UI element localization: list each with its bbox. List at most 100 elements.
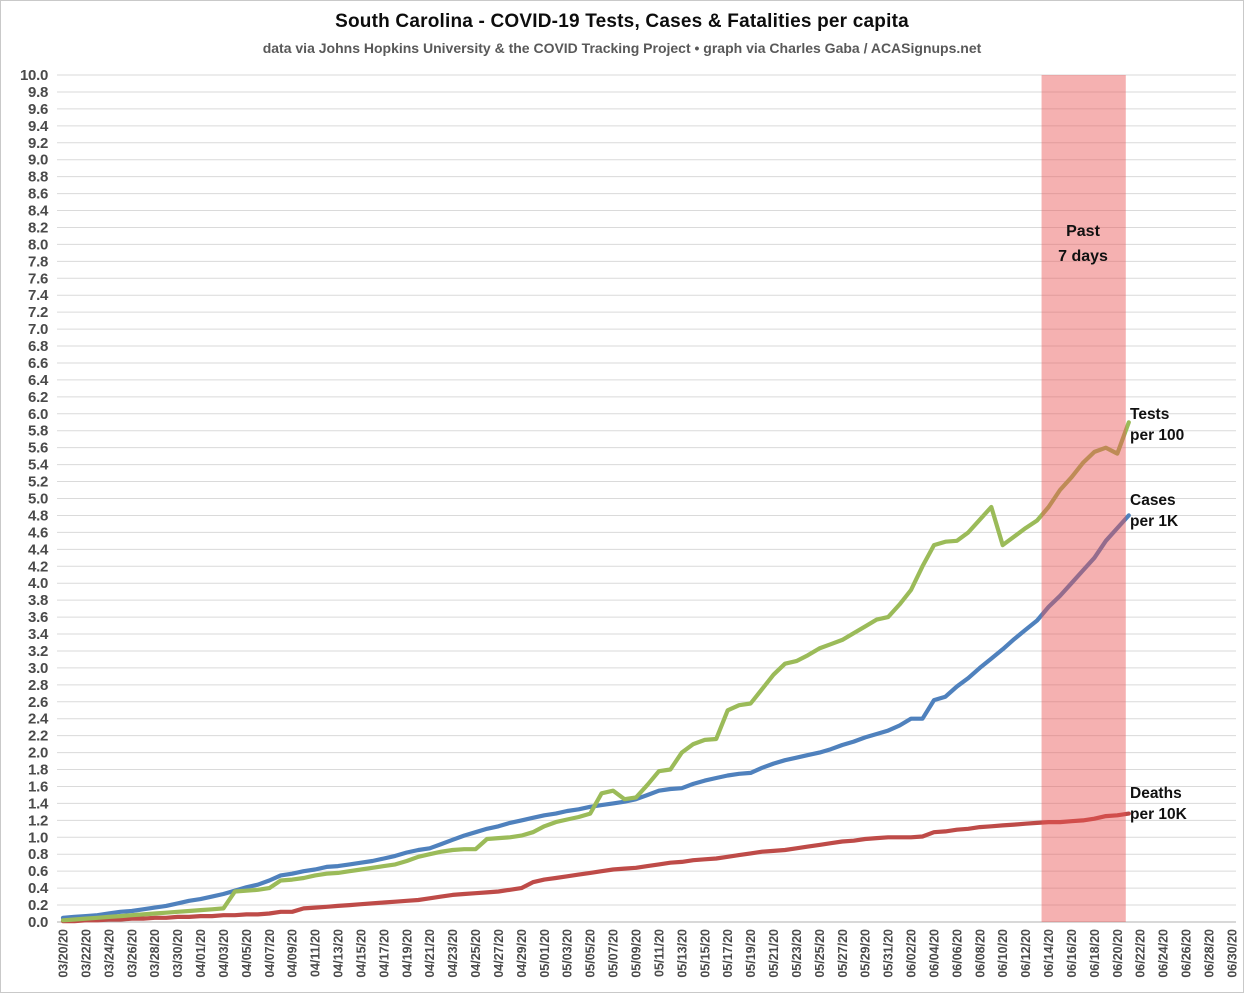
y-tick-label: 8.0 xyxy=(28,236,48,253)
y-tick-label: 9.6 xyxy=(28,101,48,118)
y-tick-label: 8.6 xyxy=(28,186,48,203)
x-tick-label: 03/22/20 xyxy=(79,929,93,978)
y-tick-label: 4.6 xyxy=(28,524,48,541)
x-tick-label: 05/29/20 xyxy=(859,929,873,978)
y-tick-label: 8.4 xyxy=(28,203,49,220)
y-tick-label: 7.4 xyxy=(28,287,49,304)
y-tick-label: 5.4 xyxy=(28,457,49,474)
x-tick-label: 06/08/20 xyxy=(973,929,987,978)
cases-line-label-line1: Cases xyxy=(1130,492,1176,509)
y-tick-label: 2.0 xyxy=(28,745,48,762)
y-tick-label: 2.6 xyxy=(28,694,48,711)
x-tick-label: 05/27/20 xyxy=(836,929,850,978)
x-tick-label: 03/28/20 xyxy=(148,929,162,978)
x-axis-tick-labels: 03/20/20 03/22/20 03/24/20 03/26/20 03/28/20… xyxy=(57,929,1240,978)
y-tick-label: 4.0 xyxy=(28,575,48,592)
y-tick-label: 6.2 xyxy=(28,389,48,406)
x-tick-label: 04/29/20 xyxy=(515,929,529,978)
past-7-days-band xyxy=(1041,75,1126,922)
y-tick-label: 0.8 xyxy=(28,846,48,863)
x-tick-label: 04/15/20 xyxy=(354,929,368,978)
x-tick-label: 04/25/20 xyxy=(469,929,483,978)
tests-line-label: Tests per 100 xyxy=(1130,404,1184,446)
y-tick-label: 4.2 xyxy=(28,558,48,575)
y-tick-label: 5.6 xyxy=(28,440,48,457)
y-tick-label: 9.0 xyxy=(28,152,48,169)
x-tick-label: 04/07/20 xyxy=(263,929,277,978)
x-tick-label: 05/03/20 xyxy=(561,929,575,978)
y-tick-label: 1.6 xyxy=(28,778,48,795)
x-tick-label: 05/25/20 xyxy=(813,929,827,978)
y-tick-label: 7.8 xyxy=(28,253,48,270)
y-axis-tick-labels: 0.00.20.40.60.81.01.21.41.61.82.02.22.42… xyxy=(20,67,49,931)
y-tick-label: 4.8 xyxy=(28,507,48,524)
x-tick-label: 06/18/20 xyxy=(1088,929,1102,978)
deaths-line-label-line1: Deaths xyxy=(1130,785,1182,802)
y-tick-label: 7.2 xyxy=(28,304,48,321)
y-tick-label: 9.8 xyxy=(28,84,48,101)
x-tick-label: 05/15/20 xyxy=(698,929,712,978)
y-tick-label: 8.8 xyxy=(28,169,48,186)
x-tick-label: 06/02/20 xyxy=(905,929,919,978)
y-tick-label: 3.0 xyxy=(28,660,48,677)
x-tick-label: 05/05/20 xyxy=(584,929,598,978)
x-tick-label: 04/01/20 xyxy=(194,929,208,978)
deaths-line xyxy=(60,811,1131,924)
y-tick-label: 0.4 xyxy=(28,880,49,897)
past-7-days-label-line1: Past xyxy=(1066,223,1100,240)
x-tick-label: 03/24/20 xyxy=(102,929,116,978)
y-tick-label: 9.4 xyxy=(28,118,49,135)
y-tick-label: 7.6 xyxy=(28,270,48,287)
chart-subtitle: data via Johns Hopkins University & the … xyxy=(262,40,982,56)
cases-line-label-line2: per 1K xyxy=(1130,513,1179,530)
y-tick-label: 5.8 xyxy=(28,423,48,440)
y-tick-label: 2.2 xyxy=(28,728,48,745)
y-tick-label: 0.2 xyxy=(28,897,48,914)
y-tick-label: 1.4 xyxy=(28,795,49,812)
y-tick-label: 8.2 xyxy=(28,219,48,236)
series-lines xyxy=(60,420,1131,924)
x-tick-label: 06/30/20 xyxy=(1225,929,1239,978)
x-tick-label: 04/13/20 xyxy=(332,929,346,978)
y-tick-label: 5.0 xyxy=(28,491,48,508)
x-tick-label: 04/03/20 xyxy=(217,929,231,978)
x-tick-label: 03/26/20 xyxy=(125,929,139,978)
y-tick-label: 1.2 xyxy=(28,812,48,829)
x-tick-label: 06/26/20 xyxy=(1180,929,1194,978)
y-tick-label: 2.8 xyxy=(28,677,48,694)
y-tick-label: 6.8 xyxy=(28,338,48,355)
chart-title: South Carolina - COVID-19 Tests, Cases &… xyxy=(335,11,909,32)
x-tick-label: 06/22/20 xyxy=(1134,929,1148,978)
x-tick-label: 04/05/20 xyxy=(240,929,254,978)
x-tick-label: 03/20/20 xyxy=(57,929,71,978)
deaths-line-label: Deaths per 10K xyxy=(1130,783,1187,825)
x-tick-label: 05/31/20 xyxy=(882,929,896,978)
y-tick-label: 10.0 xyxy=(20,67,48,84)
tests-line xyxy=(60,420,1131,923)
tests-line-label-line2: per 100 xyxy=(1130,427,1185,444)
y-tick-label: 7.0 xyxy=(28,321,48,338)
x-tick-label: 05/09/20 xyxy=(630,929,644,978)
deaths-line-label-line2: per 10K xyxy=(1130,806,1187,823)
x-tick-label: 05/13/20 xyxy=(675,929,689,978)
y-tick-label: 0.6 xyxy=(28,863,48,880)
tests-line-label-line1: Tests xyxy=(1130,406,1170,423)
x-tick-label: 05/07/20 xyxy=(607,929,621,978)
x-tick-label: 05/21/20 xyxy=(767,929,781,978)
x-tick-label: 06/14/20 xyxy=(1042,929,1056,978)
x-tick-label: 06/16/20 xyxy=(1065,929,1079,978)
y-tick-label: 3.8 xyxy=(28,592,48,609)
past-7-days-label-line2: 7 days xyxy=(1058,248,1108,265)
x-tick-label: 05/19/20 xyxy=(744,929,758,978)
x-tick-label: 04/21/20 xyxy=(423,929,437,978)
x-tick-label: 04/23/20 xyxy=(446,929,460,978)
x-tick-label: 06/06/20 xyxy=(950,929,964,978)
x-tick-label: 05/11/20 xyxy=(652,929,666,977)
y-tick-label: 6.0 xyxy=(28,406,48,423)
y-tick-label: 2.4 xyxy=(28,711,49,728)
x-tick-label: 03/30/20 xyxy=(171,929,185,978)
y-tick-label: 4.4 xyxy=(28,541,49,558)
y-tick-label: 6.4 xyxy=(28,372,49,389)
x-tick-label: 05/17/20 xyxy=(721,929,735,978)
